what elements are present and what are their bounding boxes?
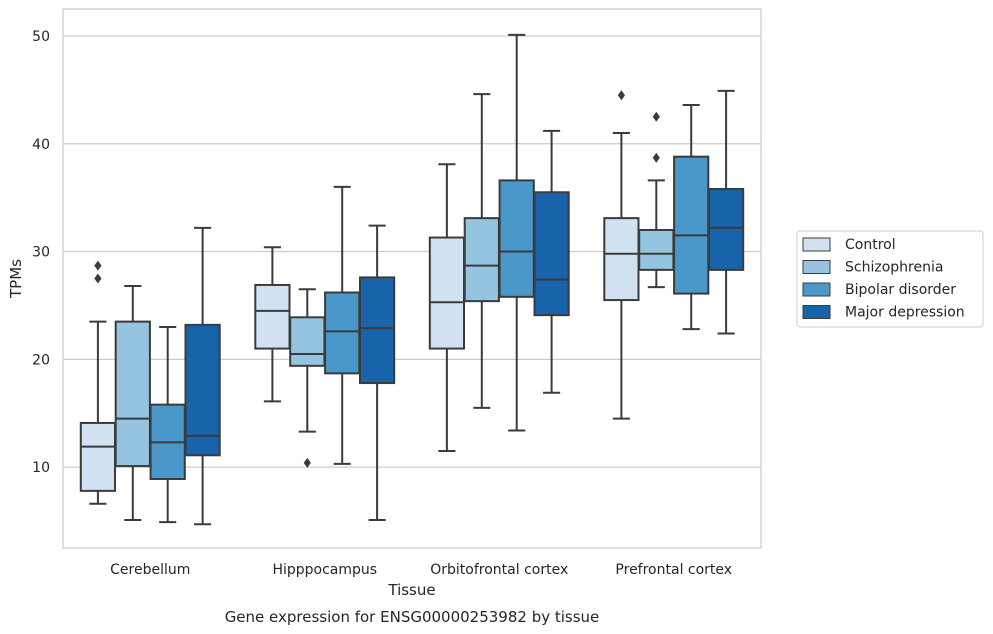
box-schizophrenia (114, 285, 151, 521)
x-tick-label: Hipppocampus (272, 562, 377, 578)
legend-label: Major depression (845, 305, 965, 321)
box-iqr (324, 291, 361, 375)
legend-label: Bipolar disorder (845, 282, 956, 298)
outlier-point (94, 273, 102, 284)
box-plot-series (79, 33, 745, 526)
box-schizophrenia (289, 288, 326, 468)
y-tick-label: 20 (32, 352, 50, 368)
outlier-point (303, 457, 311, 468)
box-iqr (358, 276, 396, 385)
legend-swatch (802, 305, 831, 319)
box-iqr (533, 191, 570, 317)
legend-label: Schizophrenia (845, 260, 943, 276)
legend-swatch (802, 282, 831, 297)
box-major-depression (358, 224, 396, 521)
box-bipolar-disorder (673, 103, 710, 331)
x-tick-label: Cerebellum (110, 562, 190, 578)
box-iqr (673, 155, 710, 295)
outlier-point (652, 111, 660, 122)
box-iqr (289, 316, 326, 367)
x-tick-label: Orbitofrontal cortex (430, 562, 568, 578)
box-control (428, 163, 466, 452)
outlier-point (652, 152, 660, 163)
grid-lines (63, 35, 761, 468)
box-major-depression (184, 226, 221, 526)
legend-label: Control (845, 237, 896, 253)
y-axis-title: TPMs (7, 259, 25, 299)
legend-frame (796, 230, 984, 328)
box-bipolar-disorder (149, 326, 186, 524)
box-bipolar-disorder (324, 185, 361, 465)
box-bipolar-disorder (498, 33, 535, 432)
outlier-point (617, 90, 625, 101)
y-tick-label: 30 (32, 245, 50, 261)
legend-items: Control Schizophrenia Bipolar disorder Majo… (802, 237, 965, 321)
box-iqr (638, 228, 675, 271)
legend-swatch (802, 237, 831, 252)
y-tick-label: 50 (32, 29, 50, 45)
y-tick-label: 40 (32, 137, 50, 153)
figure-caption: Gene expression for ENSG00000253982 by t… (225, 608, 600, 626)
box-iqr (79, 421, 117, 492)
x-axis-title: Tissue (387, 581, 435, 599)
box-iqr (603, 217, 640, 302)
x-tick-label: Prefrontal cortex (615, 562, 732, 578)
x-axis-ticks: Cerebellum Hipppocampus Orbitofrontal cort… (110, 562, 732, 578)
legend: Control Schizophrenia Bipolar disorder Majo… (796, 230, 984, 328)
box-schizophrenia (638, 111, 675, 289)
y-tick-label: 10 (32, 460, 50, 476)
box-control (603, 90, 640, 420)
box-iqr (463, 217, 500, 303)
box-iqr (184, 323, 221, 457)
outlier-point (94, 260, 102, 271)
box-iqr (428, 236, 466, 350)
box-control (79, 260, 117, 505)
box-schizophrenia (463, 93, 500, 409)
legend-swatch (802, 260, 831, 274)
box-major-depression (533, 129, 570, 394)
box-major-depression (707, 89, 745, 335)
box-iqr (498, 179, 535, 298)
box-iqr (707, 188, 745, 271)
box-iqr (254, 283, 291, 350)
y-axis-ticks: 10 20 30 40 50 (32, 29, 50, 476)
box-iqr (114, 320, 151, 468)
plot-area-frame (62, 8, 762, 549)
box-control (254, 246, 291, 403)
